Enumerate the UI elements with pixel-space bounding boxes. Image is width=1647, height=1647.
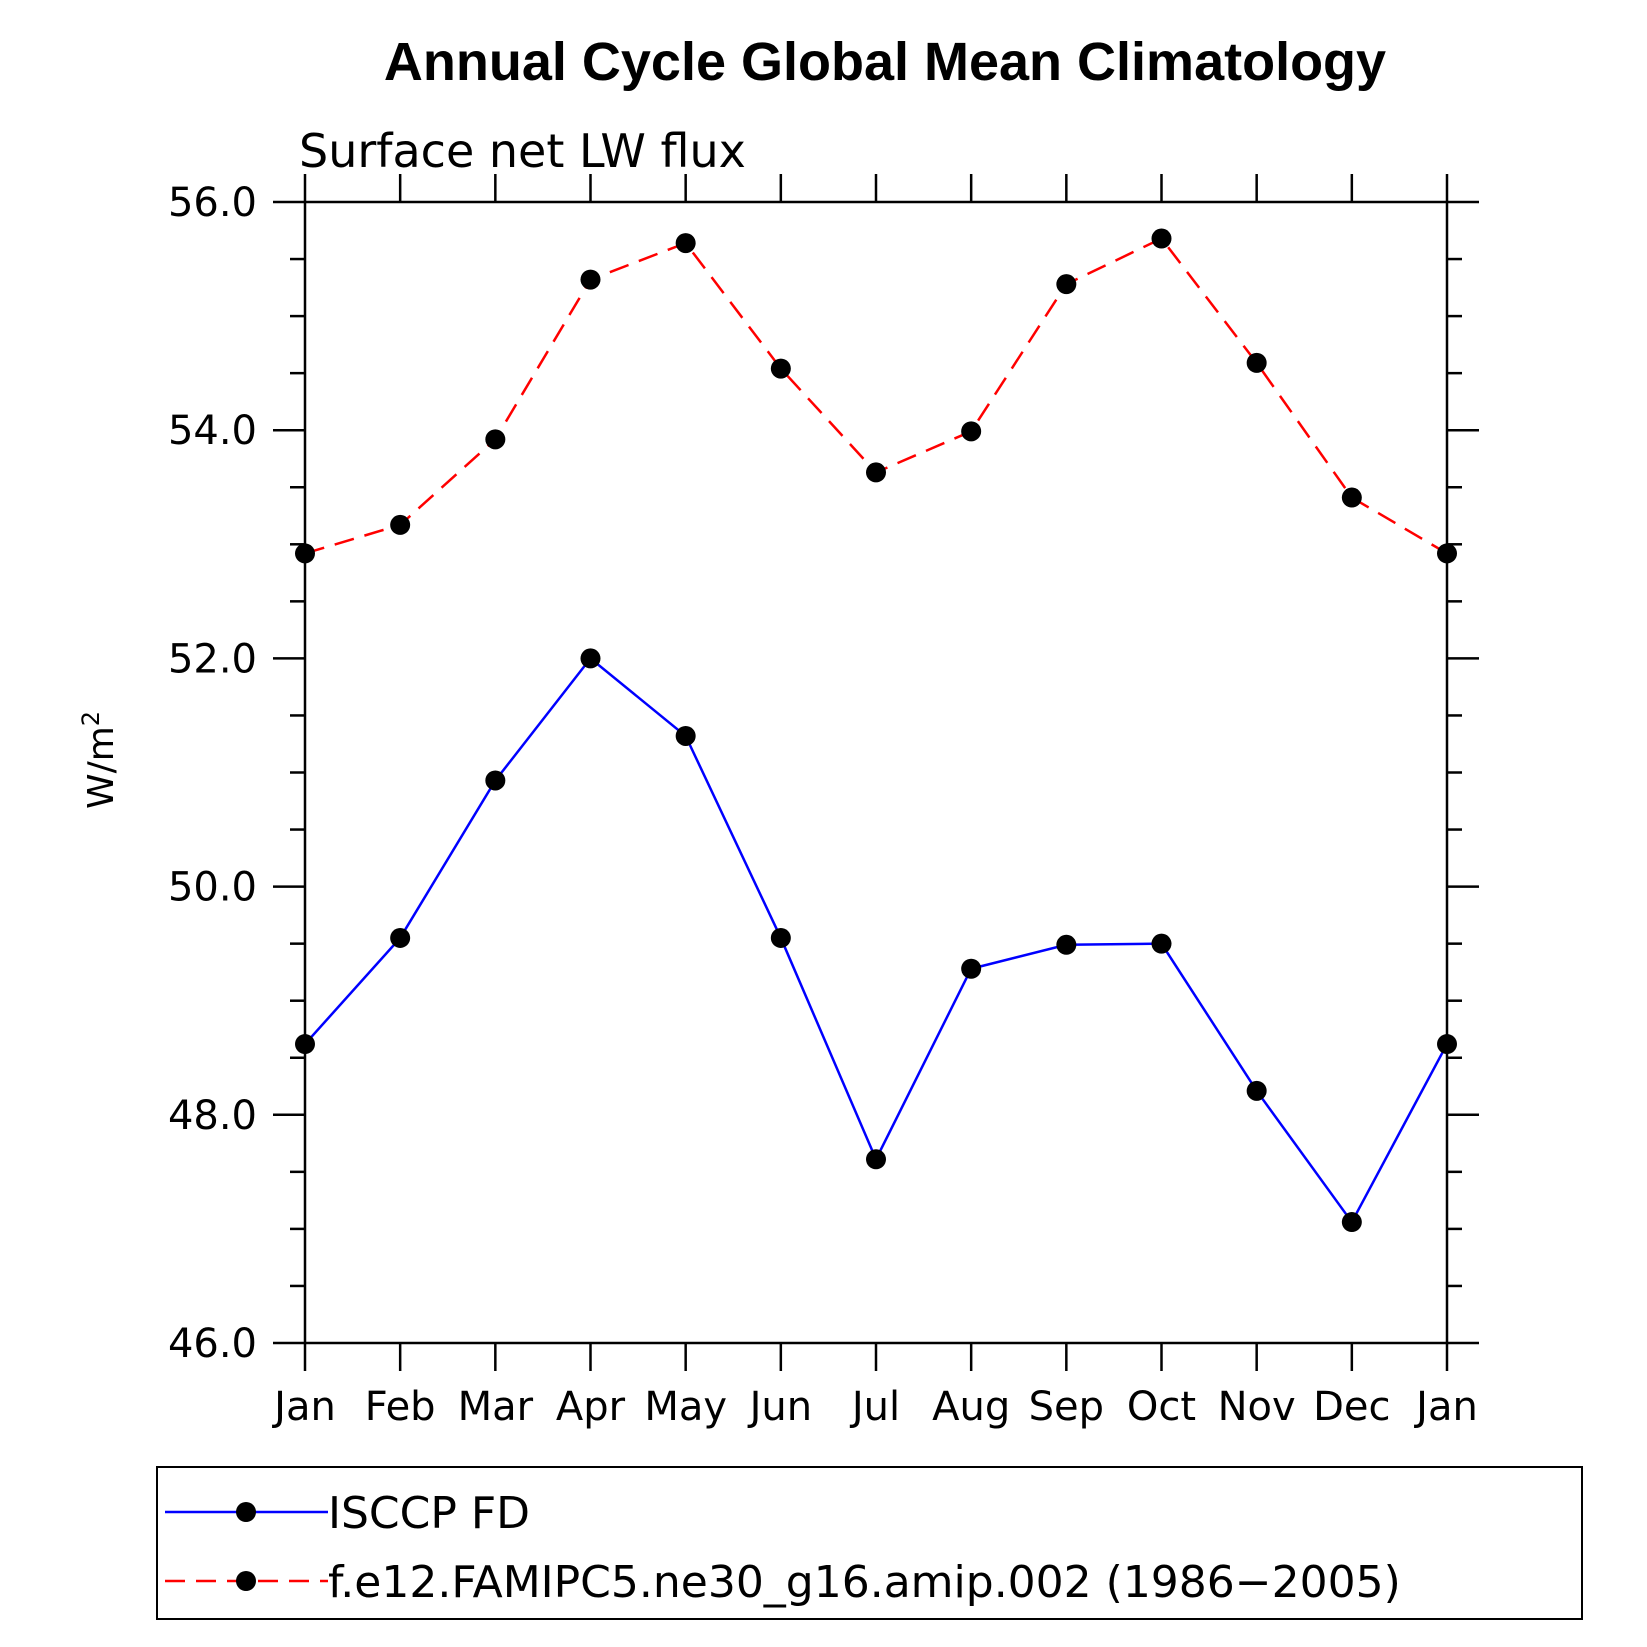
x-tick-label: Dec xyxy=(1313,1384,1390,1430)
x-tick-label: Mar xyxy=(458,1384,534,1430)
legend-marker-isccp xyxy=(236,1502,256,1522)
x-tick-label: Sep xyxy=(1029,1384,1104,1430)
series-0-point xyxy=(1246,1080,1267,1101)
series-0-point xyxy=(295,1034,315,1055)
series-0-point xyxy=(675,725,696,746)
plot-axes xyxy=(273,174,1479,1371)
series-1-point xyxy=(1246,352,1267,373)
plot-frame xyxy=(303,200,1449,1345)
legend-label-isccp: ISCCP FD xyxy=(328,1488,530,1539)
svg-text:W/m2: W/m2 xyxy=(77,711,122,809)
series-0-point xyxy=(580,648,601,669)
series-1-point xyxy=(1437,543,1457,564)
series-1-point xyxy=(770,358,791,379)
y-tick-label: 48.0 xyxy=(168,1093,257,1139)
series-0-point xyxy=(961,958,982,979)
series-0-point xyxy=(1056,934,1077,955)
series-1-point xyxy=(866,462,886,483)
series-1-point xyxy=(1151,228,1172,249)
series-1-point xyxy=(961,421,982,442)
series-0-point xyxy=(770,927,791,948)
y-tick-label: 54.0 xyxy=(168,408,257,454)
legend-label-model: f.e12.FAMIPC5.ne30_g16.amip.002 (1986−20… xyxy=(328,1557,1401,1608)
series-1-point xyxy=(1341,487,1362,508)
series-1-point xyxy=(1056,274,1077,295)
x-tick-label: Jan xyxy=(1413,1384,1478,1430)
tick-labels: 46.0 48.0 50.0 52.0 54.0 56.0 Jan Feb Mar Apr May J… xyxy=(168,180,1478,1430)
plot-series xyxy=(295,228,1457,1233)
series-1-point xyxy=(485,429,506,450)
x-tick-label: Oct xyxy=(1127,1384,1196,1430)
y-axis-label: W/m2 xyxy=(77,711,122,809)
series-0-point xyxy=(866,1149,886,1170)
series-line-1 xyxy=(304,236,1448,555)
x-tick-label: Jan xyxy=(271,1384,336,1430)
series-line-0 xyxy=(304,656,1449,1225)
y-tick-label: 50.0 xyxy=(168,865,257,911)
legend-box xyxy=(156,1466,1583,1620)
legend-marker-model xyxy=(236,1571,256,1591)
chart-subtitle: Surface net LW flux xyxy=(299,124,746,178)
x-tick-label: Nov xyxy=(1218,1384,1296,1430)
series-0-point xyxy=(1341,1212,1362,1233)
series-1-point xyxy=(390,514,411,535)
x-tick-label: May xyxy=(644,1384,727,1430)
y-tick-label: 46.0 xyxy=(168,1321,257,1367)
series-1-point xyxy=(580,269,601,290)
y-tick-label: 52.0 xyxy=(168,636,257,682)
x-tick-label: Feb xyxy=(365,1384,436,1430)
x-tick-label: Apr xyxy=(556,1384,626,1430)
chart-title: Annual Cycle Global Mean Climatology xyxy=(384,32,1386,92)
x-tick-label: Aug xyxy=(932,1384,1010,1430)
series-0-point xyxy=(1437,1034,1457,1055)
series-0-point xyxy=(1151,933,1172,954)
legend: ISCCP FD f.e12.FAMIPC5.ne30_g16.amip.002… xyxy=(156,1466,1583,1620)
y-axis-label-text: W/m xyxy=(81,726,122,809)
x-tick-label: Jul xyxy=(849,1384,900,1430)
series-0-point xyxy=(485,770,506,791)
series-0-point xyxy=(390,927,411,948)
y-tick-label: 56.0 xyxy=(168,180,257,226)
y-axis-label-superscript: 2 xyxy=(77,711,105,726)
series-1-point xyxy=(295,543,315,564)
series-1-point xyxy=(675,233,696,254)
x-tick-label: Jun xyxy=(747,1384,813,1430)
